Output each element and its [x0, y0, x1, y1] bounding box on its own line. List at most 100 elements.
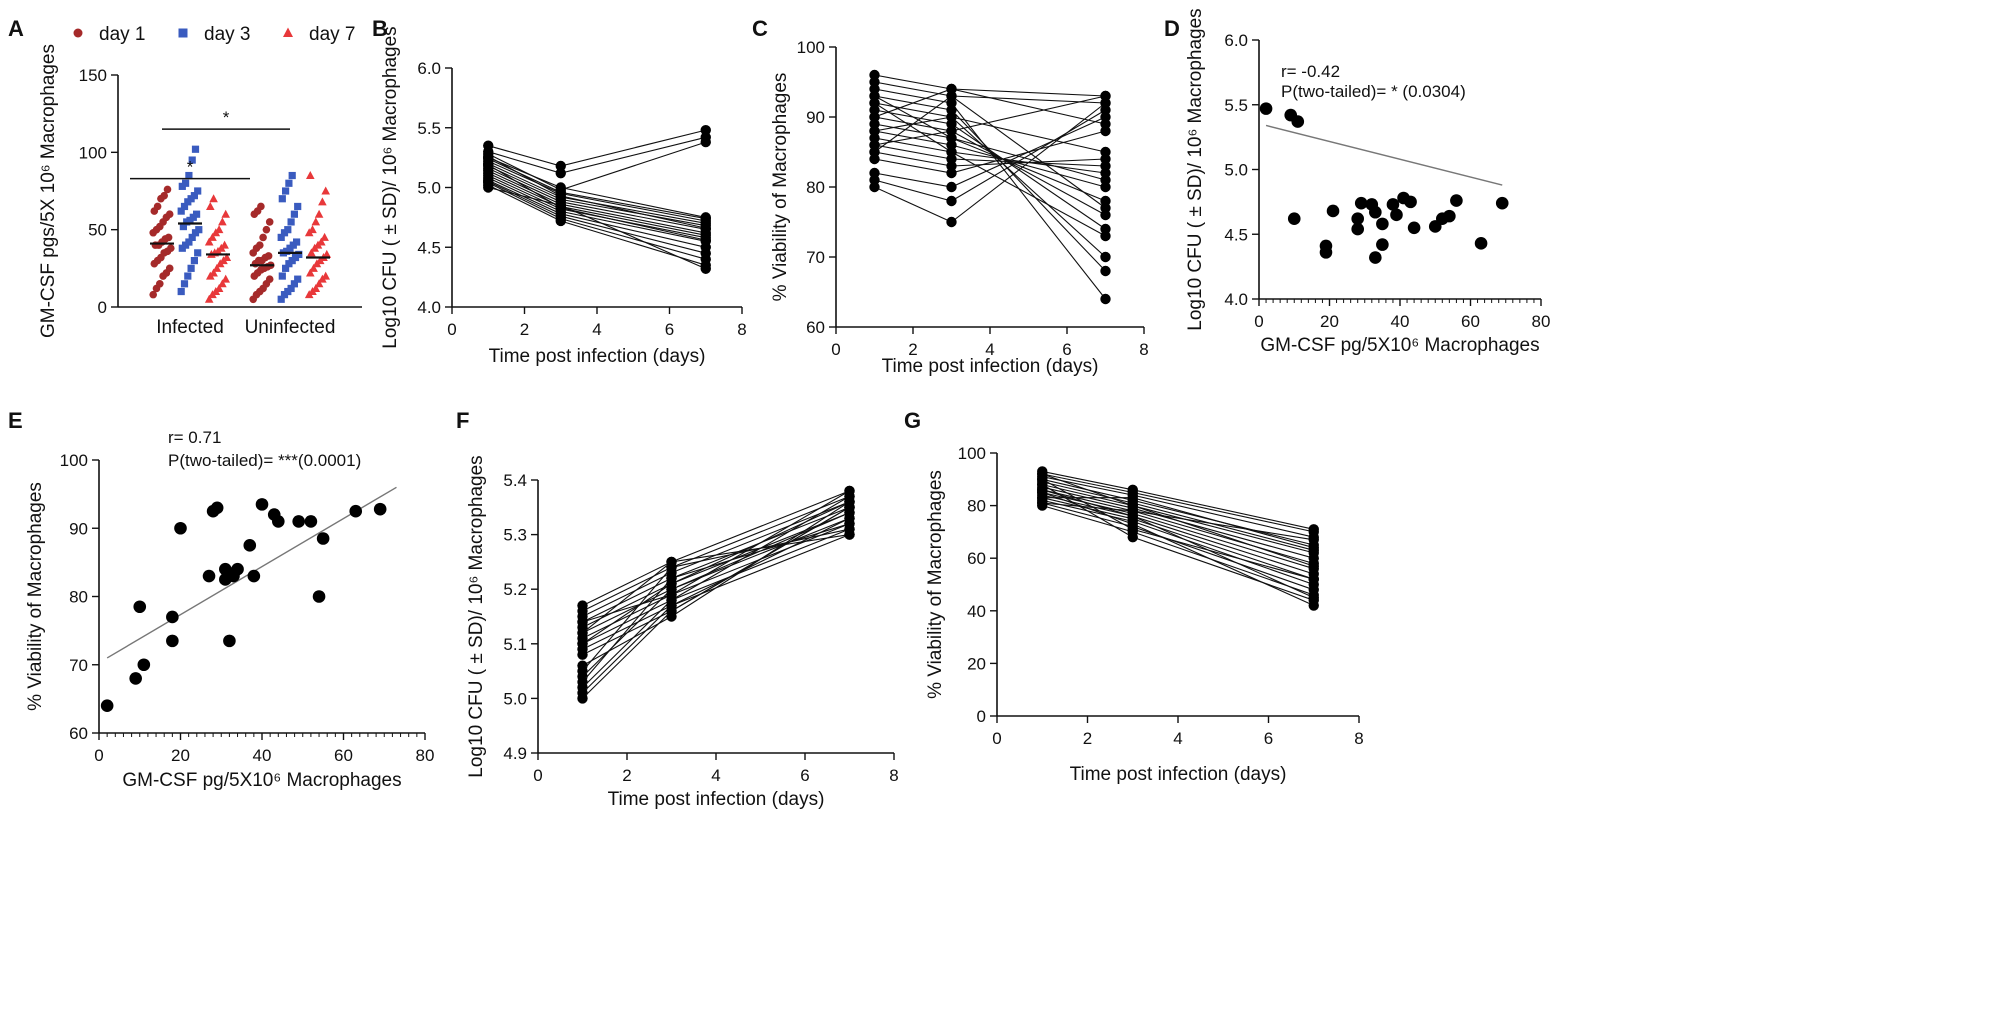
legend-marker [73, 28, 83, 38]
panel-label: A [8, 16, 24, 41]
data-point [946, 146, 957, 158]
data-point [483, 151, 494, 162]
series-line [488, 141, 706, 191]
series-line [1042, 505, 1314, 596]
data-point [277, 295, 285, 303]
data-point [194, 187, 202, 195]
data-point [264, 252, 273, 260]
y-tick-label: 60 [967, 549, 986, 568]
x-axis-title: Time post infection (days) [608, 789, 825, 810]
data-point [182, 179, 190, 187]
y-tick-label: 40 [967, 602, 986, 621]
y-tick-label: 5.0 [503, 689, 527, 708]
data-point [137, 658, 151, 672]
data-point [666, 578, 677, 589]
data-point [666, 556, 677, 568]
data-point [844, 513, 855, 524]
x-tick-label: 6 [1062, 340, 1071, 359]
x-tick-label: 4 [1173, 729, 1182, 748]
data-point [322, 249, 332, 258]
data-point [133, 600, 147, 614]
data-point [285, 179, 293, 187]
legend-label: day 3 [204, 24, 250, 45]
data-point [206, 201, 215, 210]
y-tick-label: 90 [69, 519, 88, 538]
x-tick-label: 40 [253, 746, 272, 765]
data-point [1100, 202, 1111, 214]
y-tick-label: 6.0 [1224, 31, 1248, 50]
data-point [156, 280, 164, 288]
data-point [1319, 246, 1333, 259]
data-point [946, 167, 957, 179]
data-point [314, 209, 324, 218]
x-tick-label: 8 [889, 766, 898, 785]
y-tick-label: 4.0 [417, 298, 441, 317]
data-point [294, 275, 302, 283]
data-point [577, 693, 588, 704]
data-point [700, 213, 711, 224]
data-point [282, 264, 290, 272]
data-point [180, 202, 189, 211]
data-point [946, 111, 957, 123]
x-tick-label: 0 [94, 746, 103, 765]
data-point [869, 146, 880, 158]
y-axis-title: GM-CSF pgs/5X 10⁶ Macrophages [38, 44, 59, 338]
x-tick-label: 80 [1532, 312, 1551, 331]
data-point [700, 263, 711, 274]
data-point [314, 279, 324, 288]
y-tick-label: 6.0 [417, 59, 441, 78]
data-point [869, 181, 880, 193]
data-point [1450, 194, 1463, 207]
data-point [209, 194, 218, 203]
significance-star: * [223, 108, 230, 127]
y-tick-label: 100 [79, 143, 107, 162]
y-tick-label: 5.3 [503, 526, 527, 545]
data-point [1308, 600, 1319, 611]
data-point [278, 195, 286, 203]
legend-marker [283, 27, 293, 37]
data-point [287, 218, 295, 226]
data-point [184, 272, 192, 280]
y-tick-label: 60 [69, 724, 88, 743]
data-point [1100, 293, 1111, 305]
data-point [1100, 230, 1111, 242]
data-point [1100, 146, 1111, 158]
data-point [221, 274, 230, 283]
x-tick-label: 0 [447, 320, 456, 339]
data-point [700, 234, 711, 246]
data-point [284, 226, 292, 234]
data-point [844, 496, 855, 508]
x-tick-label: 8 [737, 320, 746, 339]
data-point [318, 197, 327, 206]
data-point [1291, 115, 1305, 128]
y-tick-label: 5.5 [417, 119, 441, 138]
data-point [869, 125, 880, 137]
data-point [306, 171, 315, 180]
x-axis-title: Time post infection (days) [1070, 764, 1287, 785]
data-point [1308, 592, 1319, 603]
data-point [1369, 205, 1382, 219]
series-line [582, 495, 850, 612]
data-point [700, 136, 711, 148]
data-point [188, 233, 196, 241]
data-point [214, 225, 224, 234]
x-axis-title: GM-CSF pg/5X10⁶ Macrophages [122, 770, 401, 791]
data-point [167, 244, 175, 253]
panel-label: C [752, 16, 768, 41]
data-point [946, 181, 957, 193]
x-tick-label: 20 [1320, 312, 1339, 331]
series-line [1042, 473, 1314, 533]
y-tick-label: 90 [806, 108, 825, 127]
data-point [1351, 222, 1364, 236]
y-tick-label: 4.9 [503, 744, 527, 763]
x-tick-label: 2 [520, 320, 529, 339]
data-point [1259, 102, 1273, 115]
correlation-annotation: P(two-tailed)= ***(0.0001) [168, 451, 361, 470]
x-tick-label: 8 [1354, 729, 1363, 748]
data-point [272, 515, 285, 528]
y-tick-label: 80 [967, 497, 986, 516]
series-line [874, 74, 1106, 97]
data-point [212, 263, 222, 272]
panel-c: C 60 70 80 90 100 0 2 4 6 8 Time post infection (da… [752, 16, 1149, 377]
data-point [204, 294, 214, 303]
